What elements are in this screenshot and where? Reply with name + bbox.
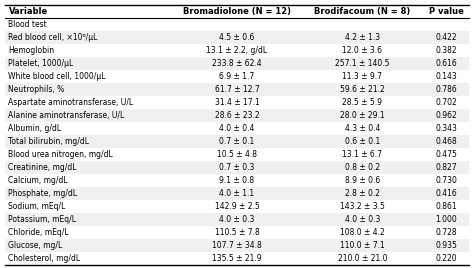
Text: 4.5 ± 0.6: 4.5 ± 0.6 (219, 33, 255, 42)
Text: Calcium, mg/dL: Calcium, mg/dL (9, 176, 68, 185)
Text: 4.3 ± 0.4: 4.3 ± 0.4 (345, 124, 380, 133)
Text: 135.5 ± 21.9: 135.5 ± 21.9 (212, 254, 262, 263)
Text: 1.000: 1.000 (435, 215, 457, 224)
Text: 107.7 ± 34.8: 107.7 ± 34.8 (212, 241, 262, 250)
Text: Potassium, mEq/L: Potassium, mEq/L (9, 215, 76, 224)
Text: Sodium, mEq/L: Sodium, mEq/L (9, 202, 66, 211)
Text: Variable: Variable (9, 7, 48, 16)
Text: Alanine aminotransferase, U/L: Alanine aminotransferase, U/L (9, 111, 125, 120)
Text: 0.143: 0.143 (435, 72, 457, 81)
Text: 233.8 ± 62.4: 233.8 ± 62.4 (212, 59, 262, 68)
Text: 0.8 ± 0.2: 0.8 ± 0.2 (345, 163, 380, 172)
Bar (5, 239, 469, 252)
Text: Glucose, mg/L: Glucose, mg/L (9, 241, 63, 250)
Text: 61.7 ± 12.7: 61.7 ± 12.7 (215, 85, 259, 94)
Text: 0.7 ± 0.1: 0.7 ± 0.1 (219, 137, 255, 146)
Text: Platelet, 1000/μL: Platelet, 1000/μL (9, 59, 73, 68)
Text: 4.0 ± 0.3: 4.0 ± 0.3 (345, 215, 380, 224)
Text: 10.5 ± 4.8: 10.5 ± 4.8 (217, 150, 257, 159)
Text: 0.827: 0.827 (435, 163, 457, 172)
Text: 0.416: 0.416 (435, 189, 457, 198)
Text: 110.5 ± 7.8: 110.5 ± 7.8 (215, 228, 259, 237)
Text: Hemoglobin: Hemoglobin (9, 46, 55, 55)
Text: 0.730: 0.730 (435, 176, 457, 185)
Text: Aspartate aminotransferase, U/L: Aspartate aminotransferase, U/L (9, 98, 134, 107)
Text: Phosphate, mg/dL: Phosphate, mg/dL (9, 189, 78, 198)
Text: 59.6 ± 21.2: 59.6 ± 21.2 (340, 85, 385, 94)
Text: 0.468: 0.468 (435, 137, 457, 146)
Bar (5, 31, 469, 44)
Text: 0.962: 0.962 (435, 111, 457, 120)
Text: Bromadiolone (N = 12): Bromadiolone (N = 12) (183, 7, 291, 16)
Text: 0.7 ± 0.3: 0.7 ± 0.3 (219, 163, 255, 172)
Text: 9.1 ± 0.8: 9.1 ± 0.8 (219, 176, 255, 185)
Text: 142.9 ± 2.5: 142.9 ± 2.5 (215, 202, 259, 211)
Text: 4.0 ± 1.1: 4.0 ± 1.1 (219, 189, 255, 198)
Text: 4.0 ± 0.4: 4.0 ± 0.4 (219, 124, 255, 133)
Text: 0.475: 0.475 (435, 150, 457, 159)
Text: 28.0 ± 29.1: 28.0 ± 29.1 (340, 111, 385, 120)
Bar (5, 213, 469, 226)
Text: 0.728: 0.728 (435, 228, 457, 237)
Text: 0.6 ± 0.1: 0.6 ± 0.1 (345, 137, 380, 146)
Text: Chloride, mEq/L: Chloride, mEq/L (9, 228, 69, 237)
Text: Brodifacoum (N = 8): Brodifacoum (N = 8) (314, 7, 410, 16)
Text: 2.8 ± 0.2: 2.8 ± 0.2 (345, 189, 380, 198)
Text: 0.343: 0.343 (435, 124, 457, 133)
Bar (5, 109, 469, 122)
Bar (5, 70, 469, 83)
Bar (5, 96, 469, 109)
Text: 0.935: 0.935 (435, 241, 457, 250)
Bar (5, 252, 469, 265)
Text: 12.0 ± 3.6: 12.0 ± 3.6 (342, 46, 383, 55)
Text: Albumin, g/dL: Albumin, g/dL (9, 124, 62, 133)
Bar (5, 226, 469, 239)
Text: 110.0 ± 7.1: 110.0 ± 7.1 (340, 241, 385, 250)
Text: 13.1 ± 6.7: 13.1 ± 6.7 (342, 150, 383, 159)
Text: Creatinine, mg/dL: Creatinine, mg/dL (9, 163, 77, 172)
Bar (5, 187, 469, 200)
Bar (5, 122, 469, 135)
Text: 0.861: 0.861 (435, 202, 457, 211)
Text: 28.6 ± 23.2: 28.6 ± 23.2 (215, 111, 259, 120)
Bar (5, 57, 469, 70)
Text: 4.0 ± 0.3: 4.0 ± 0.3 (219, 215, 255, 224)
Text: 0.220: 0.220 (435, 254, 457, 263)
Bar (5, 135, 469, 148)
Text: P value: P value (428, 7, 464, 16)
Text: Red blood cell, ×10⁶/μL: Red blood cell, ×10⁶/μL (9, 33, 98, 42)
Text: 8.9 ± 0.6: 8.9 ± 0.6 (345, 176, 380, 185)
Bar (5, 200, 469, 213)
Text: 0.422: 0.422 (435, 33, 457, 42)
Text: Blood test: Blood test (9, 20, 47, 29)
Bar (5, 174, 469, 187)
Text: 0.382: 0.382 (435, 46, 457, 55)
Text: 31.4 ± 17.1: 31.4 ± 17.1 (215, 98, 259, 107)
Text: Cholesterol, mg/dL: Cholesterol, mg/dL (9, 254, 81, 263)
Text: 13.1 ± 2.2, g/dL: 13.1 ± 2.2, g/dL (207, 46, 267, 55)
Bar (5, 44, 469, 57)
Bar (5, 161, 469, 174)
Text: Neutrophils, %: Neutrophils, % (9, 85, 65, 94)
Text: 28.5 ± 5.9: 28.5 ± 5.9 (342, 98, 383, 107)
Text: White blood cell, 1000/μL: White blood cell, 1000/μL (9, 72, 106, 81)
Text: 0.702: 0.702 (435, 98, 457, 107)
Bar (5, 148, 469, 161)
Text: 257.1 ± 140.5: 257.1 ± 140.5 (335, 59, 390, 68)
Text: 210.0 ± 21.0: 210.0 ± 21.0 (337, 254, 387, 263)
Text: 143.2 ± 3.5: 143.2 ± 3.5 (340, 202, 385, 211)
Text: 6.9 ± 1.7: 6.9 ± 1.7 (219, 72, 255, 81)
Text: Blood urea nitrogen, mg/dL: Blood urea nitrogen, mg/dL (9, 150, 113, 159)
Text: 0.616: 0.616 (435, 59, 457, 68)
Text: 0.786: 0.786 (435, 85, 457, 94)
Text: 108.0 ± 4.2: 108.0 ± 4.2 (340, 228, 385, 237)
Bar (5, 83, 469, 96)
Text: 11.3 ± 9.7: 11.3 ± 9.7 (342, 72, 383, 81)
Text: Total bilirubin, mg/dL: Total bilirubin, mg/dL (9, 137, 90, 146)
Text: 4.2 ± 1.3: 4.2 ± 1.3 (345, 33, 380, 42)
